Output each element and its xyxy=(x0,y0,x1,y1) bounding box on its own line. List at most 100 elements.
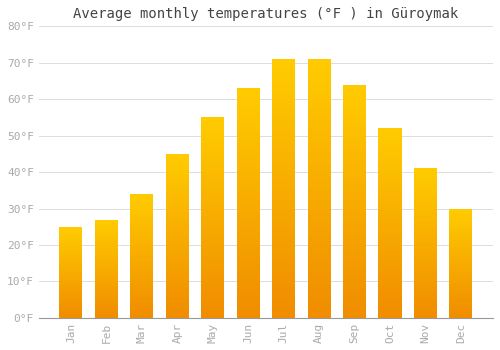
Bar xyxy=(378,289,402,292)
Bar xyxy=(166,223,189,224)
Bar xyxy=(272,116,295,119)
Bar xyxy=(95,306,118,307)
Bar xyxy=(201,258,224,260)
Bar xyxy=(308,186,330,189)
Bar xyxy=(130,194,154,195)
Bar xyxy=(201,238,224,240)
Bar xyxy=(414,248,437,249)
Bar xyxy=(450,289,472,290)
Bar xyxy=(201,236,224,238)
Bar xyxy=(201,149,224,152)
Bar xyxy=(272,251,295,253)
Bar xyxy=(130,204,154,205)
Bar xyxy=(95,229,118,230)
Bar xyxy=(272,238,295,240)
Bar xyxy=(343,96,366,99)
Bar xyxy=(414,281,437,282)
Bar xyxy=(343,306,366,309)
Bar xyxy=(60,314,82,315)
Bar xyxy=(414,213,437,215)
Bar xyxy=(272,77,295,80)
Bar xyxy=(95,232,118,233)
Bar xyxy=(60,276,82,277)
Bar xyxy=(450,240,472,241)
Bar xyxy=(378,295,402,297)
Bar xyxy=(414,254,437,255)
Bar xyxy=(450,220,472,222)
Bar xyxy=(272,158,295,160)
Bar xyxy=(95,252,118,253)
Bar xyxy=(60,264,82,265)
Bar xyxy=(236,300,260,302)
Bar xyxy=(378,178,402,180)
Bar xyxy=(378,132,402,134)
Bar xyxy=(272,292,295,295)
Bar xyxy=(95,286,118,287)
Bar xyxy=(95,308,118,309)
Bar xyxy=(166,215,189,216)
Bar xyxy=(343,157,366,159)
Bar xyxy=(236,155,260,157)
Bar xyxy=(166,188,189,190)
Bar xyxy=(60,259,82,260)
Bar xyxy=(272,93,295,95)
Bar xyxy=(166,292,189,293)
Bar xyxy=(166,262,189,264)
Bar xyxy=(236,215,260,217)
Bar xyxy=(166,228,189,229)
Bar xyxy=(201,155,224,158)
Bar xyxy=(130,196,154,198)
Bar xyxy=(308,251,330,253)
Bar xyxy=(308,137,330,139)
Bar xyxy=(236,233,260,235)
Bar xyxy=(308,279,330,282)
Bar xyxy=(272,181,295,183)
Bar xyxy=(60,277,82,278)
Bar xyxy=(343,264,366,267)
Bar xyxy=(450,252,472,253)
Bar xyxy=(378,233,402,234)
Bar xyxy=(236,265,260,267)
Bar xyxy=(308,106,330,108)
Bar xyxy=(272,165,295,168)
Bar xyxy=(130,306,154,307)
Bar xyxy=(414,257,437,258)
Bar xyxy=(166,216,189,218)
Bar xyxy=(308,302,330,305)
Bar xyxy=(95,225,118,226)
Bar xyxy=(450,287,472,288)
Bar xyxy=(166,265,189,267)
Bar xyxy=(95,247,118,248)
Bar xyxy=(201,186,224,188)
Bar xyxy=(272,67,295,69)
Bar xyxy=(166,202,189,203)
Bar xyxy=(130,255,154,256)
Bar xyxy=(95,312,118,313)
Bar xyxy=(130,240,154,241)
Bar xyxy=(450,239,472,240)
Bar xyxy=(450,218,472,219)
Bar xyxy=(450,258,472,259)
Bar xyxy=(166,165,189,167)
Bar xyxy=(166,219,189,221)
Bar xyxy=(272,72,295,75)
Bar xyxy=(308,261,330,264)
Bar xyxy=(450,236,472,237)
Bar xyxy=(201,191,224,194)
Bar xyxy=(450,272,472,273)
Bar xyxy=(308,90,330,93)
Bar xyxy=(308,85,330,88)
Bar xyxy=(201,302,224,304)
Bar xyxy=(378,259,402,261)
Bar xyxy=(343,297,366,299)
Bar xyxy=(166,175,189,177)
Bar xyxy=(130,312,154,313)
Bar xyxy=(308,274,330,276)
Bar xyxy=(60,240,82,241)
Bar xyxy=(95,246,118,247)
Bar xyxy=(343,213,366,215)
Bar xyxy=(414,204,437,206)
Bar xyxy=(272,88,295,90)
Bar xyxy=(450,223,472,224)
Bar xyxy=(308,204,330,206)
